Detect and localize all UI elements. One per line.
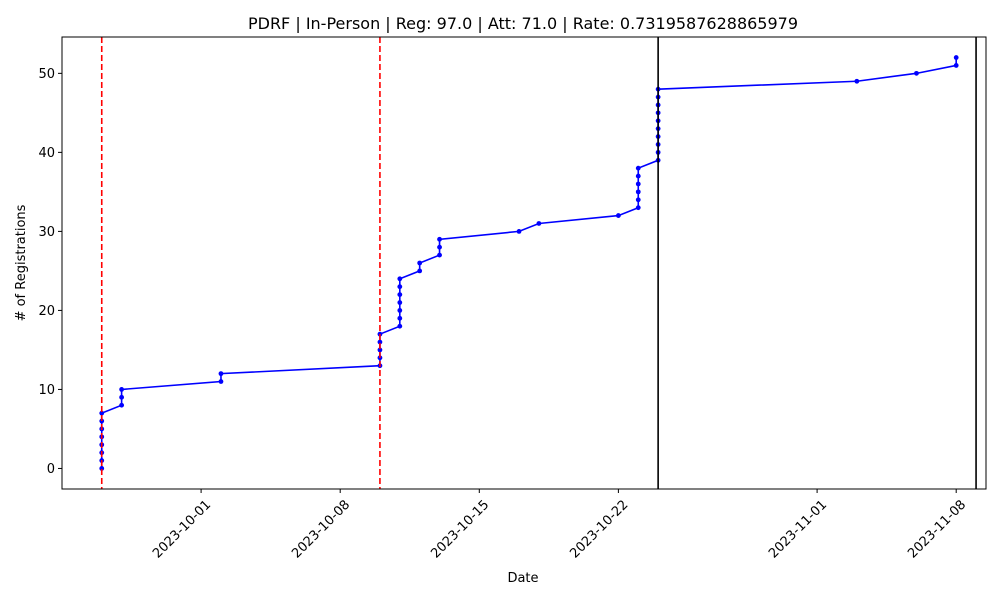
data-point: [397, 292, 403, 298]
data-point: [437, 244, 442, 250]
data-point: [914, 70, 919, 76]
data-point: [119, 402, 125, 408]
data-point: [417, 268, 423, 274]
plot-area: [99, 37, 977, 489]
data-point: [417, 260, 423, 266]
data-point: [635, 181, 641, 187]
y-tick-label: 50: [38, 67, 55, 82]
data-point: [218, 379, 224, 384]
data-point: [953, 55, 959, 60]
data-point: [953, 63, 959, 68]
data-point: [119, 387, 125, 392]
data-point: [635, 173, 641, 179]
chart-title: PDRF | In-Person | Reg: 97.0 | Att: 71.0…: [248, 14, 798, 33]
x-tick-label: 2023-10-01: [150, 497, 214, 561]
data-point: [397, 300, 403, 305]
data-point: [854, 78, 860, 84]
x-tick-label: 2023-11-01: [766, 497, 830, 561]
y-tick-label: 40: [38, 146, 55, 161]
y-tick-label: 0: [47, 462, 55, 477]
data-point: [397, 323, 403, 329]
data-point: [218, 371, 224, 377]
data-point: [536, 221, 542, 226]
data-point: [635, 189, 641, 195]
x-tick-label: 2023-10-22: [567, 497, 631, 561]
data-point: [635, 165, 641, 171]
x-axis-title: Date: [507, 571, 538, 586]
x-tick-label: 2023-11-08: [905, 497, 969, 561]
data-point: [377, 347, 383, 353]
data-point: [397, 276, 403, 282]
y-tick-label: 20: [38, 304, 55, 319]
plot-frame: [61, 36, 987, 490]
x-tick-label: 2023-10-08: [289, 497, 353, 561]
data-point: [119, 394, 125, 400]
data-point: [437, 252, 442, 258]
y-tick-label: 30: [38, 225, 55, 240]
series-line: [100, 57, 957, 469]
data-point: [397, 308, 403, 313]
x-axis: 2023-10-01 2023-10-08 2023-10-15 2023-10-22…: [150, 489, 969, 561]
data-point: [516, 228, 522, 234]
data-point: [397, 284, 403, 290]
data-point: [635, 205, 641, 211]
y-axis: 0 10 20 30 40 50: [38, 67, 62, 477]
data-point: [635, 197, 641, 203]
x-tick-label: 2023-10-15: [428, 497, 492, 561]
data-point: [99, 410, 105, 416]
data-point: [377, 339, 383, 345]
data-point: [437, 236, 442, 242]
data-point: [99, 418, 105, 424]
y-tick-label: 10: [38, 383, 55, 398]
y-axis-title: # of Registrations: [14, 204, 29, 321]
data-point: [615, 213, 621, 218]
data-point: [397, 315, 403, 321]
data-point: [99, 466, 105, 471]
